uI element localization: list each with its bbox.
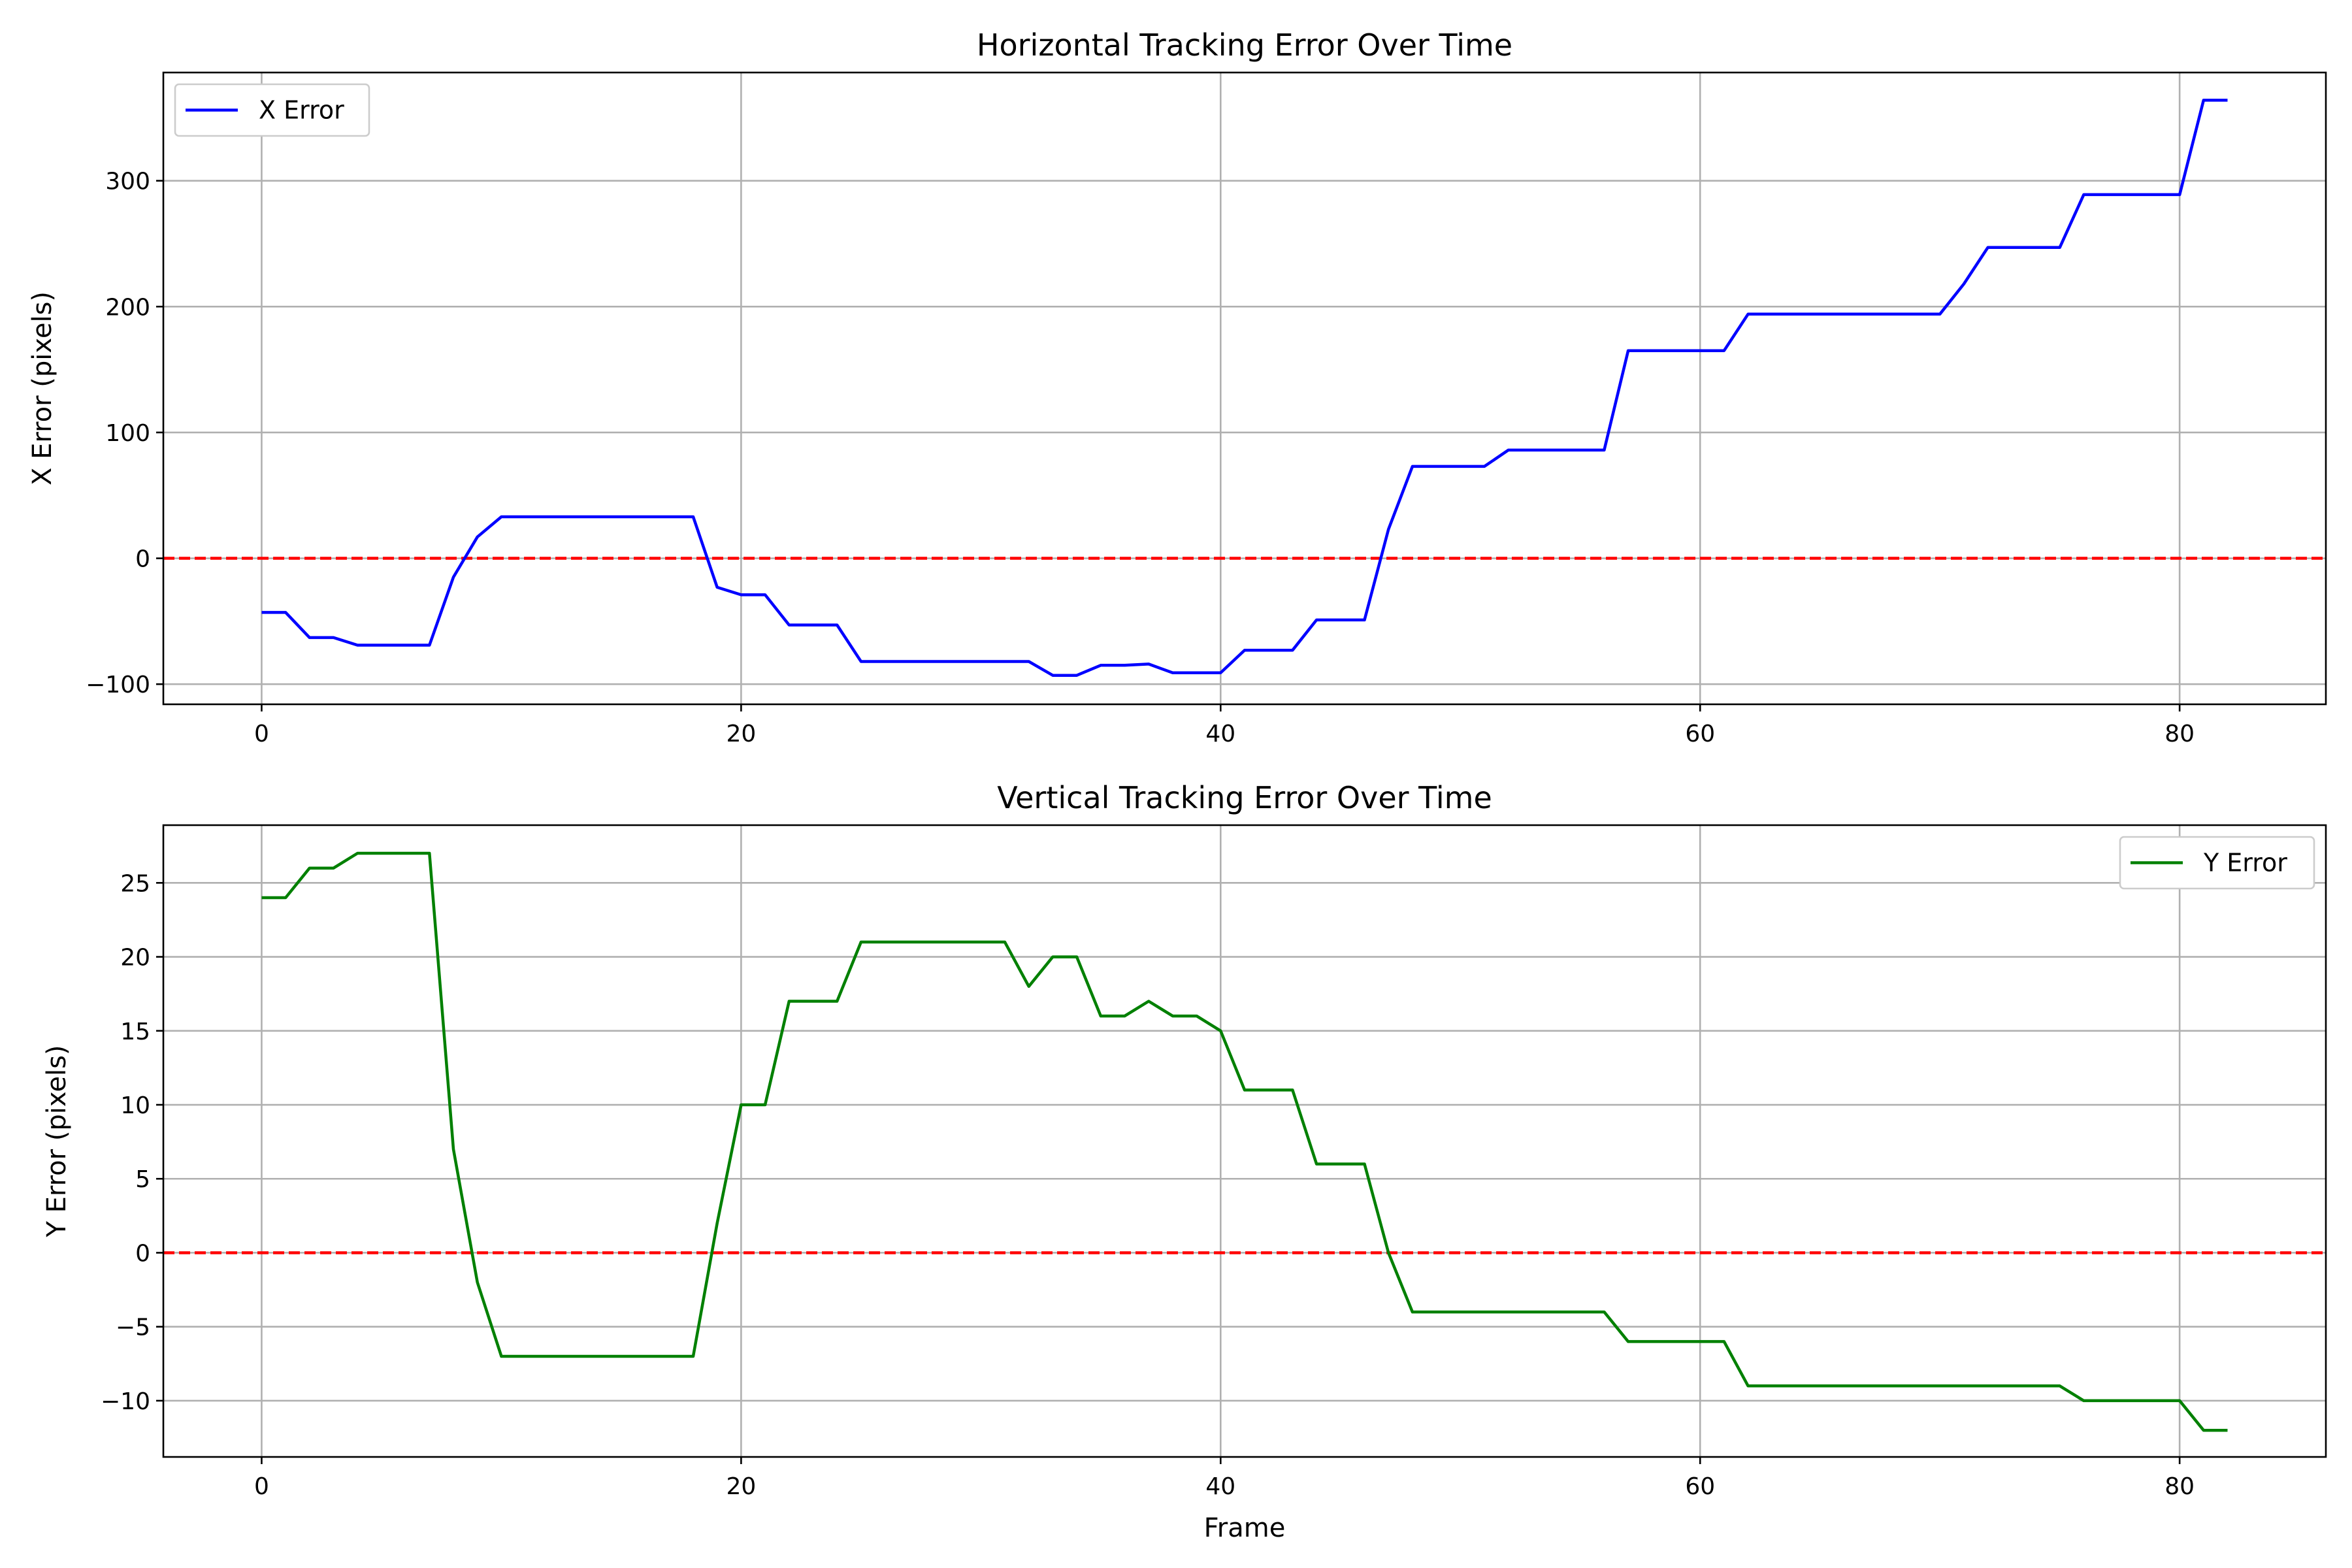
y-error-y-tick-label: 20	[120, 945, 150, 972]
y-error-y-tick-label: −5	[116, 1315, 150, 1341]
y-error-legend-box	[2119, 836, 2315, 890]
y-error-legend: Y Error	[2119, 836, 2315, 890]
x-error-series-group	[261, 99, 2228, 677]
y-error-x-tick-label: 0	[254, 1473, 269, 1500]
x-error-y-axis-label: X Error (pixels)	[27, 291, 57, 485]
x-error-y-tick-label: −100	[86, 672, 150, 698]
x-error-series-line	[261, 99, 2228, 677]
y-error-legend-label: Y Error	[2203, 849, 2287, 877]
x-error-plot-frame	[162, 71, 2327, 706]
y-error-plot-frame	[162, 824, 2327, 1458]
y-error-grid	[163, 825, 2326, 1457]
x-error-y-tick-label: 0	[135, 546, 150, 573]
x-error-x-tick-label: 60	[1685, 721, 1715, 747]
y-error-x-tick-label: 80	[2164, 1473, 2195, 1500]
x-error-chart-title: Horizontal Tracking Error Over Time	[977, 27, 1512, 63]
y-error-y-tick-label: −10	[101, 1388, 150, 1415]
y-error-series-line	[261, 851, 2228, 1432]
y-error-chart-title: Vertical Tracking Error Over Time	[997, 780, 1492, 815]
x-error-grid	[163, 73, 2326, 704]
x-error-legend-label: X Error	[259, 96, 344, 125]
y-error-y-axis-label: Y Error (pixels)	[42, 1045, 72, 1237]
y-error-ticks: 0 20 40 60 80 −10 −5 0 5 10 15 20 25	[101, 870, 2195, 1500]
x-error-ticks: 0 20 40 60 80 −100 0 100 200 300	[86, 169, 2195, 747]
x-error-y-tick-label: 300	[105, 169, 150, 195]
x-error-chart: 0 20 40 60 80 −100 0 100 200 300 Horizontal Track…	[27, 27, 2327, 747]
x-error-x-tick-label: 40	[1205, 721, 1235, 747]
y-error-x-axis-label: Frame	[1204, 1513, 1286, 1543]
x-error-legend-box	[174, 83, 370, 137]
x-error-x-tick-label: 20	[726, 721, 756, 747]
y-error-series-group	[261, 851, 2228, 1432]
x-error-x-tick-label: 80	[2164, 721, 2195, 747]
y-error-x-tick-label: 40	[1205, 1473, 1235, 1500]
y-error-y-tick-label: 0	[135, 1240, 150, 1267]
x-error-y-tick-label: 200	[105, 294, 150, 321]
x-error-y-tick-label: 100	[105, 420, 150, 447]
x-error-x-tick-label: 0	[254, 721, 269, 747]
y-error-x-tick-label: 20	[726, 1473, 756, 1500]
y-error-y-tick-label: 5	[135, 1166, 150, 1193]
y-error-y-tick-label: 15	[120, 1019, 150, 1045]
y-error-y-tick-label: 10	[120, 1092, 150, 1119]
y-error-chart: 0 20 40 60 80 −10 −5 0 5 10 15 20 25 Vertical Tracki…	[42, 780, 2327, 1543]
x-error-legend: X Error	[174, 83, 370, 137]
y-error-x-tick-label: 60	[1685, 1473, 1715, 1500]
y-error-y-tick-label: 25	[120, 870, 150, 897]
